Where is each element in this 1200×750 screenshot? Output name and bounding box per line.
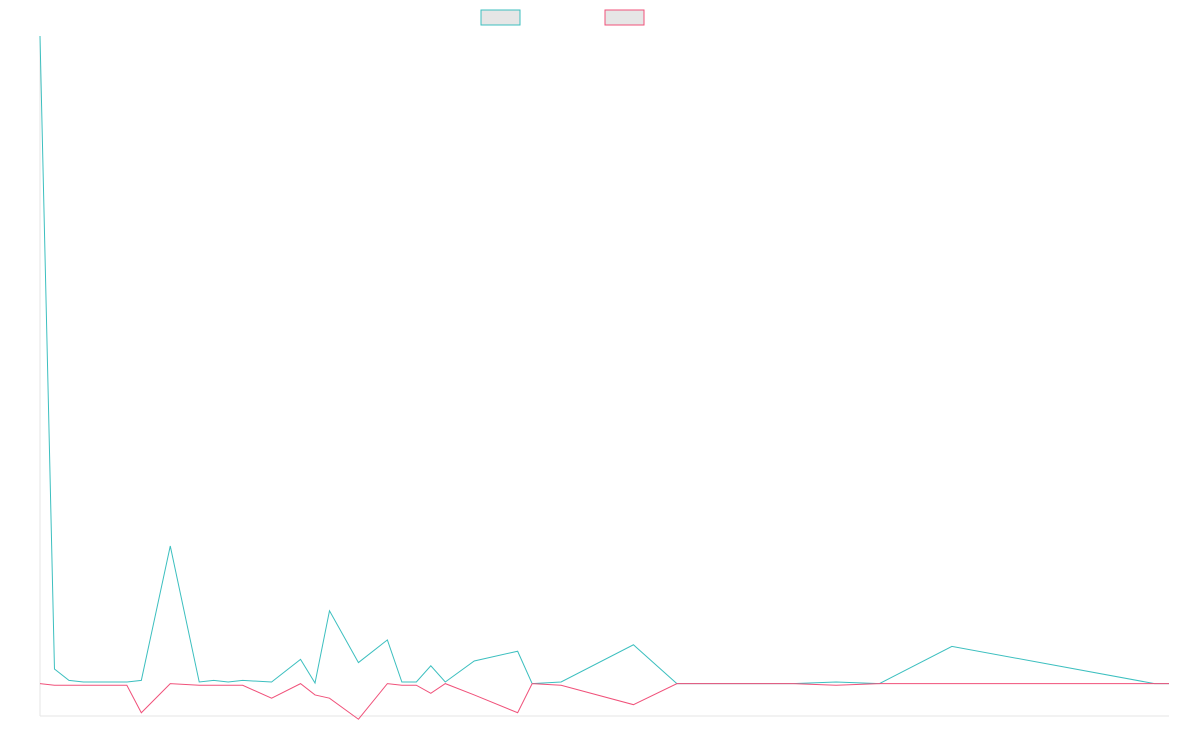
series-line-1	[39, 35, 1169, 685]
axes	[39, 36, 1169, 717]
legend-swatch-1[interactable]	[480, 9, 521, 26]
legend-swatch-2[interactable]	[604, 9, 645, 26]
series-group	[39, 35, 1169, 720]
legend	[480, 9, 645, 26]
series-line-2	[39, 683, 1169, 720]
